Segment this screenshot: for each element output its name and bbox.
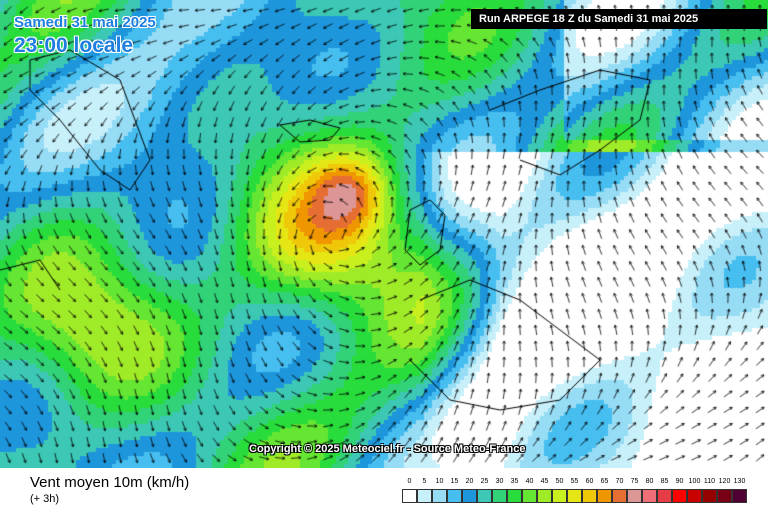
scale-swatch: [732, 489, 747, 503]
scale-swatch: [462, 489, 477, 503]
scale-swatch: [687, 489, 702, 503]
scale-swatch: [597, 489, 612, 503]
scale-label: 110: [703, 478, 716, 485]
forecast-date: Samedi 31 mai 2025: [14, 14, 156, 31]
scale-swatch: [717, 489, 732, 503]
scale-swatch: [417, 489, 432, 503]
scale-label: 30: [495, 478, 504, 485]
scale-label: 130: [733, 478, 746, 485]
scale-label: 40: [525, 478, 534, 485]
scale-label: 75: [630, 478, 639, 485]
scale-swatch: [507, 489, 522, 503]
forecast-time: 23:00 locale: [14, 34, 134, 57]
scale-swatch: [702, 489, 717, 503]
legend-panel: Vent moyen 10m (km/h) (+ 3h) 0 5 10 15 20 25 3…: [0, 468, 768, 512]
scale-labels: 0 5 10 15 20 25 30 35 40 45 50 55 60 65 70 75 80 85 90 100 1…: [402, 478, 747, 488]
legend-subtitle: (+ 3h): [30, 493, 60, 505]
wind-map: [0, 0, 768, 468]
scale-swatch: [552, 489, 567, 503]
scale-label: 35: [510, 478, 519, 485]
scale-label: 65: [600, 478, 609, 485]
scale-swatch: [537, 489, 552, 503]
scale-swatch: [447, 489, 462, 503]
scale-label: 50: [555, 478, 564, 485]
scale-label: 10: [435, 478, 444, 485]
scale-swatch: [567, 489, 582, 503]
color-scale: 0 5 10 15 20 25 30 35 40 45 50 55 60 65 70 75 80 85 90 100 1…: [402, 478, 747, 503]
scale-label: 120: [718, 478, 731, 485]
scale-label: 85: [660, 478, 669, 485]
legend-title: Vent moyen 10m (km/h): [30, 474, 190, 491]
scale-label: 70: [615, 478, 624, 485]
scale-swatch: [642, 489, 657, 503]
scale-label: 25: [480, 478, 489, 485]
scale-swatch: [672, 489, 687, 503]
scale-label: 55: [570, 478, 579, 485]
scale-swatch: [477, 489, 492, 503]
scale-swatch: [402, 489, 417, 503]
scale-label: 15: [450, 478, 459, 485]
scale-label: 45: [540, 478, 549, 485]
scale-swatches: [402, 489, 747, 503]
scale-label: 0: [407, 478, 412, 485]
scale-swatch: [492, 489, 507, 503]
scale-label: 90: [675, 478, 684, 485]
scale-label: 60: [585, 478, 594, 485]
scale-swatch: [657, 489, 672, 503]
scale-label: 20: [465, 478, 474, 485]
scale-swatch: [612, 489, 627, 503]
scale-label: 80: [645, 478, 654, 485]
scale-swatch: [522, 489, 537, 503]
scale-swatch: [627, 489, 642, 503]
copyright-text: Copyright © 2025 Meteociel.fr - Source M…: [249, 443, 526, 455]
scale-swatch: [582, 489, 597, 503]
model-run-banner: Run ARPEGE 18 Z du Samedi 31 mai 2025: [471, 9, 767, 29]
scale-label: 100: [688, 478, 701, 485]
scale-swatch: [432, 489, 447, 503]
scale-label: 5: [422, 478, 427, 485]
